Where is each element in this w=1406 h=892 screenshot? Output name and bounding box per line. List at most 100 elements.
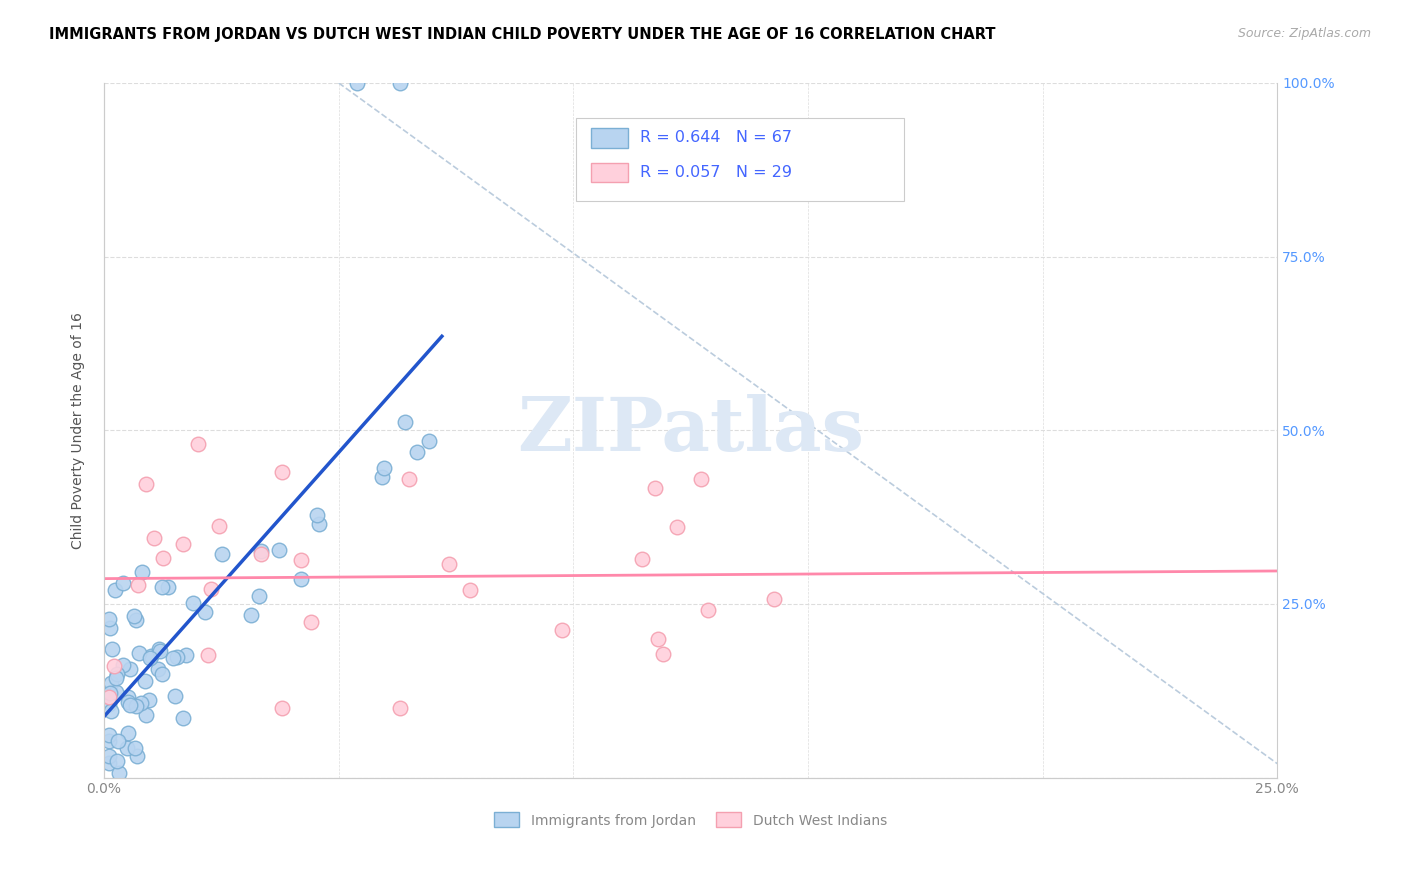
Point — [388, 76, 411, 90]
Point — [101, 642, 124, 657]
Point — [108, 766, 131, 780]
Point — [98, 686, 121, 700]
Point — [124, 740, 146, 755]
Point — [135, 708, 157, 723]
Point — [143, 531, 166, 545]
Point — [150, 666, 173, 681]
Point — [247, 589, 270, 603]
Text: Source: ZipAtlas.com: Source: ZipAtlas.com — [1237, 27, 1371, 40]
Point — [388, 701, 411, 715]
Point — [371, 469, 394, 483]
Point — [131, 565, 153, 579]
Point — [373, 461, 395, 475]
Point — [104, 582, 127, 597]
Point — [139, 649, 162, 664]
Point — [149, 643, 172, 657]
Point — [271, 465, 294, 479]
Point — [150, 580, 173, 594]
Point — [200, 582, 222, 596]
Point — [115, 741, 138, 756]
Point — [172, 537, 194, 551]
Point — [125, 699, 148, 714]
Point — [129, 697, 152, 711]
Text: IMMIGRANTS FROM JORDAN VS DUTCH WEST INDIAN CHILD POVERTY UNDER THE AGE OF 16 CO: IMMIGRANTS FROM JORDAN VS DUTCH WEST IND… — [49, 27, 995, 42]
Point — [97, 612, 120, 626]
Point — [690, 472, 713, 486]
Point — [208, 518, 231, 533]
Point — [135, 476, 157, 491]
Point — [118, 662, 141, 676]
Point — [148, 641, 170, 656]
Text: R = 0.644   N = 67: R = 0.644 N = 67 — [640, 130, 792, 145]
Point — [652, 647, 675, 661]
Point — [166, 649, 188, 664]
Point — [97, 748, 120, 763]
Point — [97, 690, 120, 704]
Point — [697, 603, 720, 617]
Point — [134, 674, 156, 689]
Point — [249, 547, 271, 561]
Point — [418, 434, 440, 449]
FancyBboxPatch shape — [591, 163, 628, 182]
Point — [103, 659, 125, 673]
Point — [163, 689, 186, 703]
Point — [100, 704, 122, 718]
Point — [139, 651, 162, 665]
FancyBboxPatch shape — [591, 128, 628, 147]
Point — [644, 481, 666, 495]
Point — [183, 596, 205, 610]
Point — [299, 615, 322, 630]
Point — [104, 685, 127, 699]
Point — [290, 573, 312, 587]
Point — [97, 734, 120, 748]
Point — [290, 553, 312, 567]
Point — [458, 582, 481, 597]
Point — [187, 437, 209, 451]
Legend: Immigrants from Jordan, Dutch West Indians: Immigrants from Jordan, Dutch West India… — [489, 806, 893, 833]
Point — [197, 648, 219, 662]
Point — [128, 647, 150, 661]
Point — [194, 605, 217, 619]
FancyBboxPatch shape — [575, 118, 904, 201]
Point — [122, 609, 145, 624]
Point — [125, 749, 148, 764]
Point — [156, 580, 179, 594]
Point — [98, 621, 121, 635]
Point — [112, 576, 135, 591]
Point — [118, 698, 141, 712]
Point — [127, 578, 149, 592]
Point — [405, 445, 427, 459]
Point — [105, 754, 128, 768]
Point — [551, 623, 574, 637]
Point — [437, 557, 460, 571]
Point — [124, 613, 146, 627]
Point — [398, 472, 420, 486]
Point — [97, 729, 120, 743]
Point — [346, 76, 368, 90]
Point — [117, 694, 139, 708]
Point — [269, 543, 291, 558]
Point — [117, 690, 139, 704]
Text: ZIPatlas: ZIPatlas — [517, 393, 865, 467]
Point — [138, 692, 160, 706]
Point — [107, 734, 129, 748]
Point — [105, 667, 128, 681]
Point — [665, 520, 688, 534]
Point — [152, 550, 174, 565]
Point — [100, 675, 122, 690]
Point — [104, 671, 127, 685]
Point — [146, 662, 169, 676]
Point — [211, 547, 233, 561]
Point — [250, 544, 273, 558]
Point — [647, 632, 669, 646]
Point — [240, 608, 263, 623]
Point — [117, 726, 139, 740]
Y-axis label: Child Poverty Under the Age of 16: Child Poverty Under the Age of 16 — [72, 312, 86, 549]
Point — [631, 552, 654, 566]
Point — [172, 711, 194, 725]
Point — [308, 516, 330, 531]
Point — [98, 697, 121, 711]
Point — [174, 648, 197, 663]
Point — [162, 650, 184, 665]
Point — [763, 591, 786, 606]
